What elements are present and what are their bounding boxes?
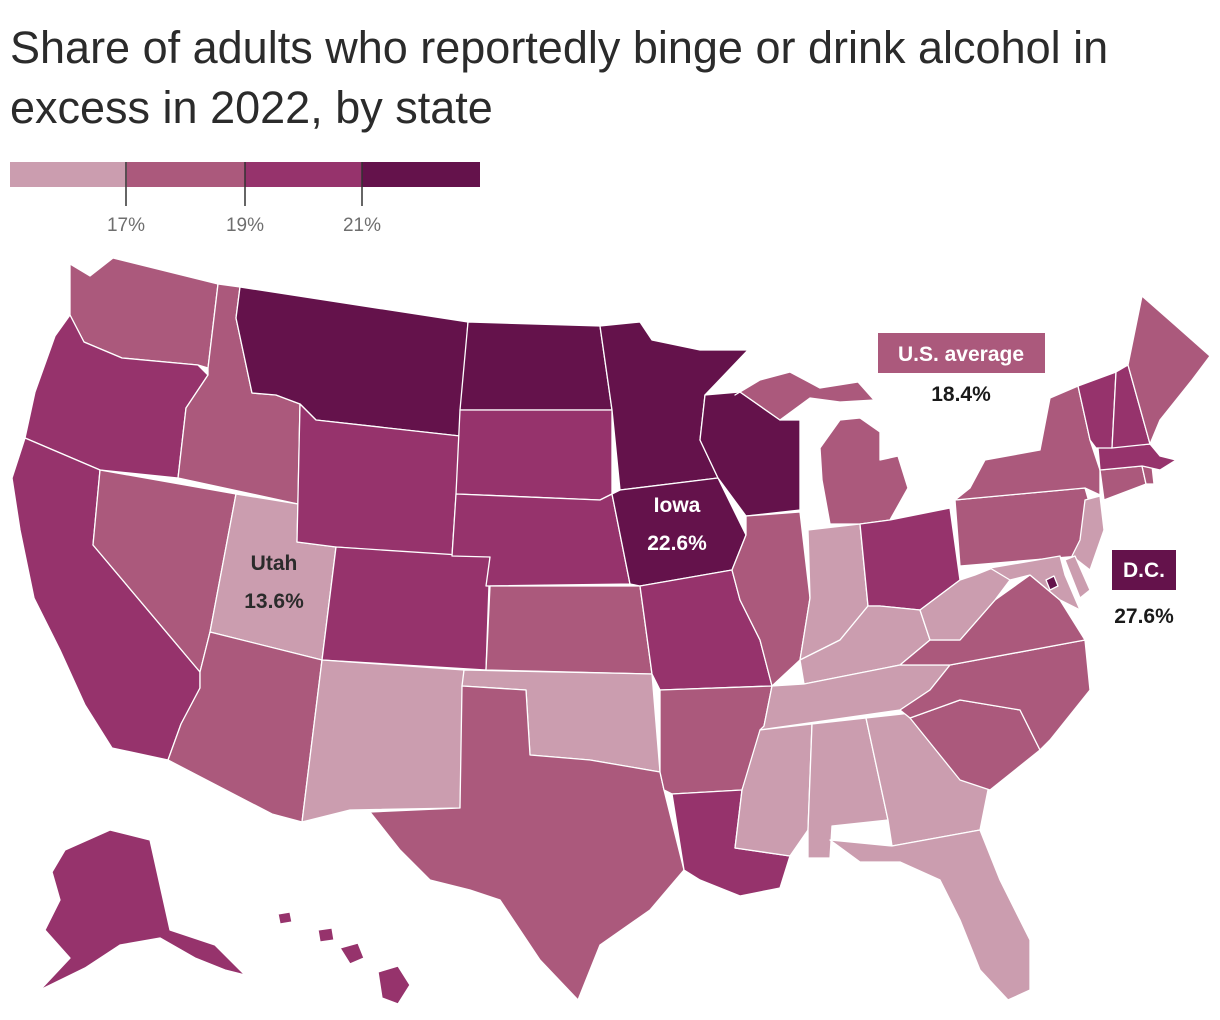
- us-average-label-box: [878, 333, 1045, 373]
- state-nd: [459, 321, 613, 411]
- state-mi-up: [734, 371, 875, 421]
- state-il: [731, 511, 811, 687]
- utah-name-label: Utah: [251, 552, 298, 575]
- state-ks: [485, 585, 653, 675]
- state-dc: [1045, 575, 1059, 591]
- state-md: [989, 555, 1081, 611]
- state-sd: [455, 409, 613, 501]
- us-average-value-label: 18.4%: [931, 383, 991, 406]
- legend-bin-3: [245, 162, 362, 187]
- utah-value-label: 13.6%: [244, 590, 304, 613]
- state-ma: [1097, 443, 1177, 471]
- state-hi-big: [377, 965, 411, 1005]
- state-ne: [451, 493, 631, 587]
- state-vt: [1077, 371, 1117, 449]
- dc-value-label: 27.6%: [1114, 605, 1174, 628]
- legend-tick-label-3: 21%: [343, 215, 381, 236]
- dc-name-label: D.C.: [1123, 559, 1165, 582]
- legend-bin-2: [127, 162, 245, 187]
- dc-label-box: [1112, 550, 1176, 590]
- us-choropleth-map: Utah 13.6% Iowa 22.6% U.S. average 18.4%…: [11, 257, 1211, 1005]
- chart-title: Share of adults who reportedly binge or …: [10, 22, 1109, 133]
- state-nc: [899, 639, 1091, 751]
- state-nm: [301, 659, 465, 823]
- state-tx: [369, 685, 685, 1001]
- state-hi-kauai: [277, 911, 293, 925]
- state-ct: [1099, 465, 1147, 501]
- legend-tick-label-1: 17%: [107, 215, 145, 236]
- state-mi: [819, 417, 909, 525]
- us-average-name-label: U.S. average: [898, 343, 1024, 366]
- state-ak: [39, 829, 246, 991]
- legend-tick-label-2: 19%: [226, 215, 264, 236]
- state-hi-maui: [339, 942, 365, 965]
- state-co: [321, 546, 491, 671]
- legend-bin-1: [10, 162, 127, 187]
- iowa-name-label: Iowa: [654, 494, 701, 517]
- iowa-value-label: 22.6%: [647, 532, 707, 555]
- state-nj: [1071, 495, 1105, 571]
- color-legend: 17% 19% 21%: [10, 162, 480, 236]
- state-de: [1064, 555, 1091, 599]
- state-hi-oahu: [317, 927, 335, 943]
- legend-bin-4: [362, 162, 480, 187]
- state-me: [1127, 295, 1211, 445]
- state-fl: [829, 829, 1031, 1001]
